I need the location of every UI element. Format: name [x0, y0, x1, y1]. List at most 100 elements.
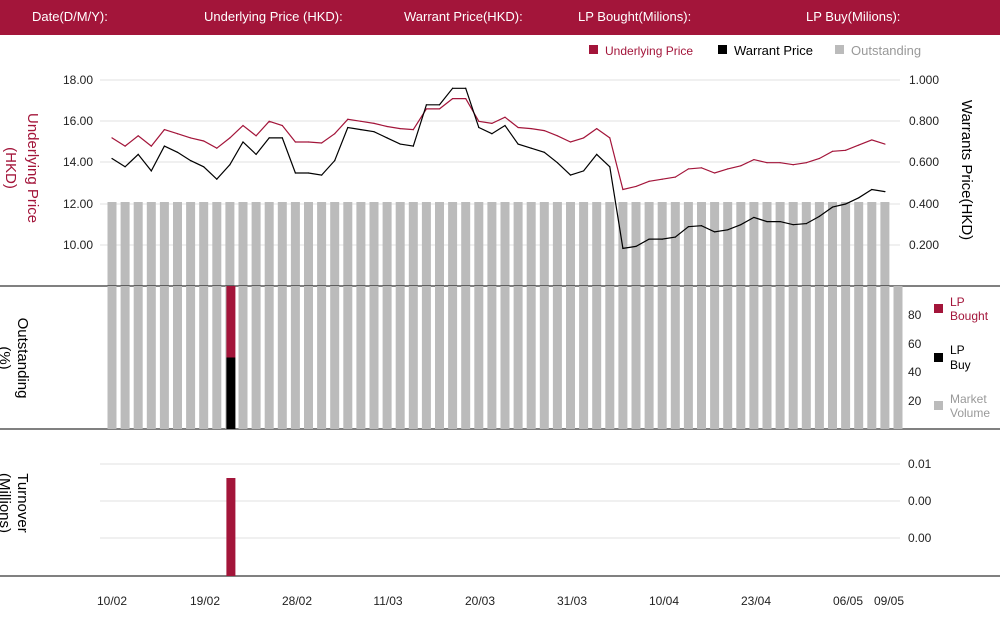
market-volume-bar-58: [867, 286, 877, 429]
underlying-point-52: [792, 164, 794, 166]
warrant-point-38: [609, 166, 611, 168]
market-volume-bar-1: [120, 286, 130, 429]
warrant-point-32: [530, 147, 532, 149]
outstanding-bar-58: [867, 202, 877, 286]
warrant-point-15: [307, 172, 310, 174]
market-volume-bar-60: [893, 286, 903, 429]
underlying-point-24: [425, 108, 427, 110]
market-volume-bar-15: [304, 286, 313, 429]
outstanding-bar-32: [526, 202, 536, 286]
turnover-axis-title-line2: (Millions): [0, 473, 13, 533]
underlying-point-9: [229, 137, 231, 139]
legend-swatch-market-volume: [934, 401, 943, 410]
outstanding-tick-80: 80: [908, 308, 922, 322]
underlying-point-4: [163, 129, 165, 131]
outstanding-tick-60: 60: [908, 337, 922, 351]
outstanding-bar-46: [710, 202, 720, 286]
outstanding-bar-39: [618, 202, 628, 286]
x-label-3103: 31/03: [557, 594, 587, 608]
left-tick-10: 10.00: [63, 238, 93, 252]
underlying-point-39: [622, 188, 624, 191]
legend-warrant: Warrant Price: [734, 43, 813, 58]
outstanding-tick-40: 40: [908, 365, 922, 379]
warrant-point-20: [373, 131, 375, 133]
legend-lp-buy-line1: LP: [950, 343, 965, 357]
outstanding-bar-6: [186, 202, 196, 286]
warrant-point-43: [674, 236, 676, 238]
outstanding-bar-43: [670, 202, 680, 286]
outstanding-bar-31: [513, 202, 523, 286]
lp-buy-label: LP Buy(Milions):: [806, 9, 901, 24]
market-volume-bar-33: [539, 286, 549, 429]
left-tick-12: 12.00: [63, 197, 93, 211]
underlying-point-50: [766, 162, 768, 164]
outstanding-bar-1: [120, 202, 130, 286]
warrant-point-8: [216, 178, 218, 180]
outstanding-bar-9: [225, 202, 235, 286]
left-axis-title-line2: (HKD): [2, 147, 19, 189]
underlying-point-29: [491, 122, 493, 124]
market-volume-bar-24: [421, 286, 431, 429]
underlying-point-55: [831, 150, 834, 152]
warrant-point-33: [543, 151, 545, 153]
underlying-point-47: [727, 168, 729, 170]
underlying-point-53: [805, 162, 807, 164]
outstanding-bar-16: [317, 202, 327, 286]
warrant-point-21: [386, 137, 388, 139]
outstanding-bar-29: [487, 202, 497, 286]
warrant-point-26: [452, 87, 454, 89]
outstanding-bar-35: [566, 202, 575, 286]
warrant-point-48: [740, 224, 742, 226]
underlying-point-20: [373, 122, 375, 124]
underlying-point-8: [216, 147, 218, 149]
market-volume-bar-40: [631, 286, 641, 429]
market-volume-bar-12: [264, 286, 274, 429]
outstanding-axis-title-line2: (%): [0, 346, 13, 369]
warrant-point-16: [321, 174, 323, 176]
market-volume-bar-59: [880, 286, 890, 429]
outstanding-bar-20: [369, 202, 379, 286]
legend-market-volume-line1: Market: [950, 392, 987, 406]
warrant-point-47: [727, 229, 729, 231]
warrant-point-3: [150, 170, 152, 172]
underlying-point-34: [556, 135, 559, 137]
underlying-point-22: [399, 127, 401, 130]
underlying-point-56: [845, 149, 847, 151]
underlying-point-58: [871, 139, 873, 141]
market-volume-bar-10: [238, 286, 248, 429]
outstanding-bar-37: [592, 202, 602, 286]
underlying-point-51: [779, 162, 781, 164]
market-volume-bar-7: [199, 286, 209, 429]
market-volume-bar-22: [395, 286, 405, 429]
warrant-point-9: [229, 164, 231, 166]
outstanding-bar-8: [212, 202, 222, 286]
market-volume-bar-45: [697, 286, 706, 429]
right-tick-0600: 0.600: [909, 155, 939, 169]
warrant-point-57: [858, 197, 860, 199]
outstanding-bars: [107, 202, 890, 286]
outstanding-bar-22: [395, 202, 405, 286]
warrant-point-1: [124, 166, 126, 168]
outstanding-bar-26: [448, 202, 458, 286]
outstanding-bar-2: [133, 202, 143, 286]
market-volume-bar-29: [487, 286, 497, 429]
legend-lp-bought-line2: Bought: [950, 309, 989, 323]
market-volume-bar-41: [644, 286, 654, 429]
warrant-point-27: [465, 87, 467, 89]
market-volume-bar-55: [828, 286, 837, 429]
underlying-point-30: [504, 116, 506, 118]
market-volume-bar-27: [461, 286, 471, 429]
market-volume-bar-11: [251, 286, 261, 429]
left-tick-14: 14.00: [63, 155, 93, 169]
warrant-point-35: [569, 174, 572, 176]
underlying-point-17: [334, 133, 336, 135]
underlying-point-41: [648, 180, 650, 182]
turnover-bars: [226, 478, 236, 576]
warrant-point-17: [334, 160, 336, 162]
turnover-tick-1: 0.01: [908, 457, 932, 471]
market-volume-bar-43: [670, 286, 680, 429]
outstanding-bar-57: [854, 202, 864, 286]
underlying-point-43: [674, 176, 676, 178]
right-axis-ticks: 1.000 0.800 0.600 0.400 0.200: [909, 73, 939, 252]
